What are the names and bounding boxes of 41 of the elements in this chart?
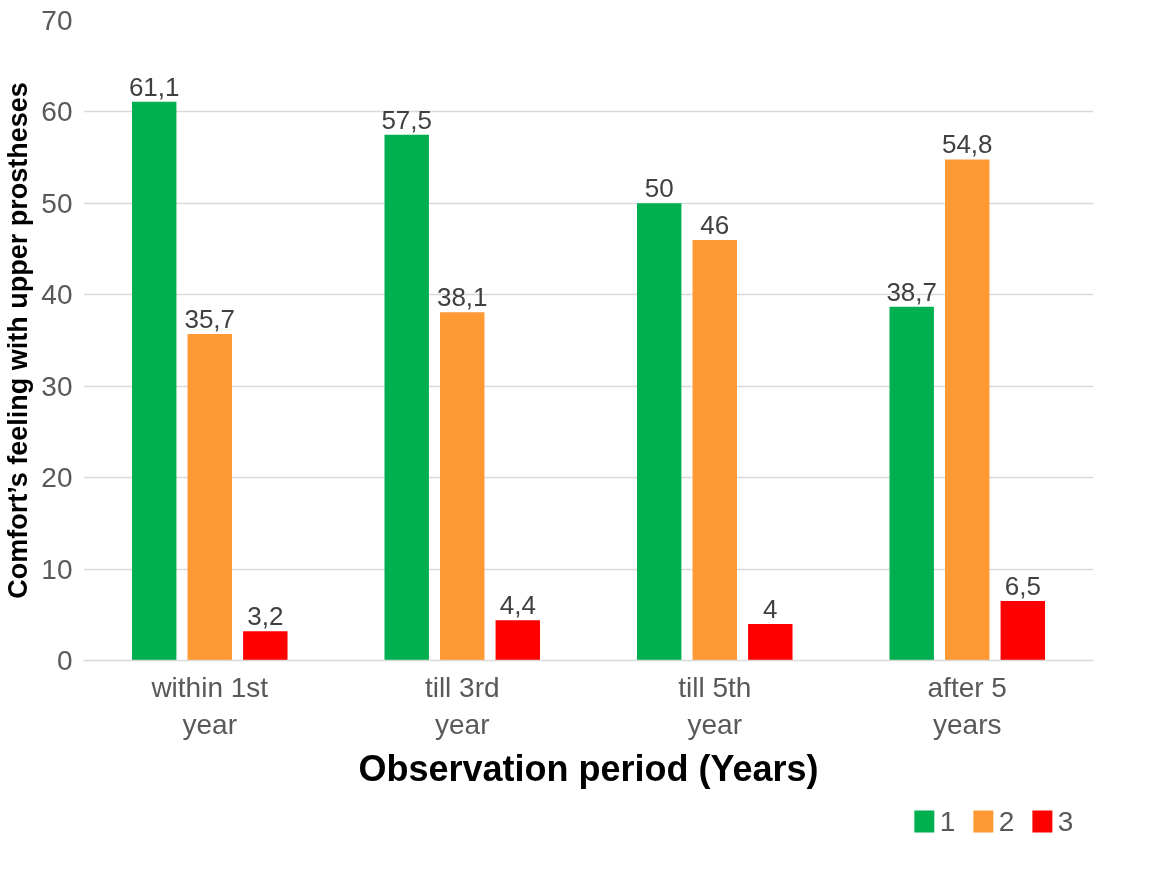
data-label: 4 bbox=[763, 593, 778, 624]
x-tick-label: after 5 years bbox=[927, 671, 1007, 740]
y-tick-label: 10 bbox=[41, 553, 73, 585]
data-label: 46 bbox=[700, 209, 730, 240]
data-label: 38,7 bbox=[886, 276, 938, 307]
y-tick-label: 30 bbox=[41, 370, 73, 402]
bar bbox=[495, 620, 541, 661]
y-axis-title: Comfort’s feeling with upper prostheses bbox=[3, 82, 34, 599]
bar bbox=[692, 239, 737, 661]
bar bbox=[889, 306, 934, 661]
data-label: 3,2 bbox=[247, 601, 284, 632]
bar bbox=[384, 134, 429, 661]
x-tick-label: till 3rd year bbox=[424, 671, 500, 740]
x-tick-label: within 1st year bbox=[150, 671, 269, 740]
bar bbox=[748, 623, 793, 661]
x-tick-label: till 5th year bbox=[678, 671, 752, 740]
data-label: 35,7 bbox=[184, 304, 236, 335]
data-label: 4,4 bbox=[499, 590, 536, 621]
y-tick-label: 50 bbox=[41, 187, 73, 219]
bar bbox=[243, 631, 288, 661]
legend-label: 3 bbox=[1057, 806, 1074, 837]
y-tick-label: 70 bbox=[41, 5, 73, 36]
bar bbox=[131, 101, 177, 661]
y-tick-label: 20 bbox=[41, 462, 73, 494]
bar bbox=[440, 312, 485, 661]
y-tick-label: 60 bbox=[41, 96, 73, 128]
data-label: 38,1 bbox=[436, 282, 488, 313]
data-label: 61,1 bbox=[128, 71, 180, 102]
legend-label: 1 bbox=[939, 806, 956, 837]
bar bbox=[945, 159, 990, 661]
legend-label: 2 bbox=[998, 806, 1015, 837]
data-label: 57,5 bbox=[381, 104, 433, 135]
bar bbox=[187, 334, 232, 661]
y-tick-label: 40 bbox=[41, 279, 73, 311]
bar bbox=[1000, 601, 1046, 661]
y-tick-label: 0 bbox=[56, 645, 73, 676]
x-axis-title: Observation period (Years) bbox=[358, 747, 819, 789]
bar bbox=[636, 203, 682, 661]
data-label: 50 bbox=[644, 173, 674, 204]
data-label: 54,8 bbox=[941, 129, 993, 160]
data-label: 6,5 bbox=[1004, 571, 1041, 602]
